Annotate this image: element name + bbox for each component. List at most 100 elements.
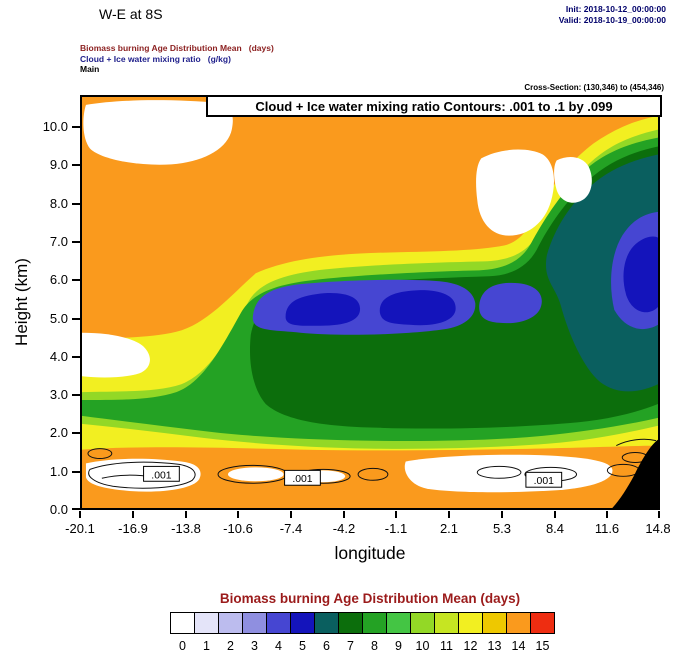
colorbar-tick-label: 1 [203, 639, 210, 653]
x-tick-label: -20.1 [65, 521, 95, 536]
y-tick-mark [72, 432, 80, 434]
colorbar-tick-label: 14 [511, 639, 526, 653]
cloud-contour [88, 461, 196, 489]
colorbar-tick-label: 12 [463, 639, 478, 653]
terrain-silhouette [612, 439, 658, 508]
region-navy-cores [285, 290, 456, 326]
colorbar-cell [386, 612, 411, 634]
y-tick-label: 8.0 [49, 196, 68, 211]
x-tick-mark [606, 511, 608, 518]
colorbar-cell [530, 612, 555, 634]
colorbar-cell [458, 612, 483, 634]
y-tick-mark [72, 241, 80, 243]
x-tick-label: -4.2 [332, 521, 356, 536]
cloud-contour [616, 438, 657, 447]
contour-label-box [525, 471, 563, 488]
region-white-right-small [554, 157, 592, 203]
contour-label: .001 [534, 476, 554, 487]
x-tick-label: -10.6 [223, 521, 253, 536]
colorbar-tick-label: 7 [347, 639, 354, 653]
region-white-bl-east [404, 454, 613, 493]
contour-label: .001 [292, 474, 312, 485]
colorbar-tick-label: 0 [179, 639, 186, 653]
y-tick-mark [72, 508, 80, 510]
y-tick-mark [72, 126, 80, 128]
region-teal [545, 154, 658, 392]
contour-label: .001 [151, 470, 171, 481]
region-white-bl-pocket-1 [227, 467, 284, 482]
colorbar-tick-label: 3 [251, 639, 258, 653]
contour-label-group: .001 .001 .001 [143, 465, 563, 488]
colorbar-cell [170, 612, 195, 634]
region-navy-east [623, 236, 658, 313]
colorbar-ticks: 0 1 2 3 4 5 6 7 8 9 10 11 12 13 14 15 [170, 639, 555, 653]
colorbar-tick-label: 6 [323, 639, 330, 653]
y-tick-label: 1.0 [49, 464, 68, 479]
x-tick-mark [343, 511, 345, 518]
colorbar-cell [290, 612, 315, 634]
init-time: Init: 2018-10-12_00:00:00 [565, 4, 666, 14]
field-label-domain: Main [80, 64, 100, 74]
colorbar-tick-label: 4 [275, 639, 282, 653]
contour-info-banner: Cloud + Ice water mixing ratio Contours:… [206, 95, 662, 117]
x-tick-mark [501, 511, 503, 518]
colorbar-cell [218, 612, 243, 634]
filled-contour-field: .001 .001 .001 [82, 97, 658, 508]
x-tick-label: -13.8 [171, 521, 201, 536]
x-tick-label: 8.4 [545, 521, 565, 536]
x-axis-label: longitude [334, 543, 406, 563]
page-title: W-E at 8S [99, 6, 163, 22]
cross-section-plot: .001 .001 .001 Cloud + Ice water mixing … [80, 95, 662, 510]
y-tick-label: 4.0 [49, 349, 68, 364]
y-tick-mark [72, 356, 80, 358]
colorbar-tick-label: 13 [487, 639, 502, 653]
field-label-contour: Cloud + Ice water mixing ratio (g/kg) [80, 53, 231, 64]
contour-label-box [143, 465, 180, 482]
colorbar-cell [434, 612, 459, 634]
x-tick-label: -16.9 [118, 521, 148, 536]
y-tick-mark [72, 203, 80, 205]
y-tick-label: 10.0 [42, 119, 68, 134]
x-tick-mark [185, 511, 187, 518]
x-tick-mark [290, 511, 292, 518]
colorbar-cell [194, 612, 219, 634]
init-valid-block: Init: 2018-10-12_00:00:00 Valid: 2018-10… [559, 4, 666, 26]
x-tick-mark [132, 511, 134, 518]
colorbar [170, 612, 555, 634]
x-tick-mark [79, 511, 81, 518]
cloud-contour [476, 465, 522, 479]
colorbar-tick-label: 15 [535, 639, 550, 653]
cloud-contour [357, 467, 389, 481]
y-axis-label: Height (km) [12, 258, 31, 346]
colorbar-cell [314, 612, 339, 634]
colorbar-cell [482, 612, 507, 634]
colorbar-tick-label: 11 [440, 639, 453, 653]
x-tick-label: 11.6 [594, 521, 620, 536]
y-tick-label: 3.0 [49, 387, 68, 402]
y-tick-mark [72, 318, 80, 320]
y-tick-mark [72, 471, 80, 473]
region-blue-core-east [479, 282, 542, 324]
colorbar-tick-label: 5 [299, 639, 306, 653]
colorbar-tick-label: 9 [395, 639, 402, 653]
x-tick-label: -1.1 [384, 521, 408, 536]
x-tick-label: 14.8 [645, 521, 671, 536]
y-tick-label: 2.0 [49, 425, 68, 440]
y-tick-label: 7.0 [49, 234, 68, 249]
contour-label-box [284, 469, 321, 486]
colorbar-tick-label: 2 [227, 639, 234, 653]
x-tick-label: -7.4 [279, 521, 303, 536]
region-white-right-center [476, 149, 554, 236]
x-tick-mark [448, 511, 450, 518]
colorbar-cell [338, 612, 363, 634]
colorbar-cell [506, 612, 531, 634]
x-tick-mark [395, 511, 397, 518]
x-tick-mark [658, 511, 660, 518]
y-tick-label: 0.0 [49, 502, 68, 517]
field-labels: Biomass burning Age Distribution Mean (d… [80, 43, 274, 75]
valid-time: Valid: 2018-10-19_00:00:00 [558, 15, 666, 25]
region-white-left-mid [82, 332, 150, 378]
colorbar-tick-label: 10 [415, 639, 430, 653]
x-tick-label: 5.3 [492, 521, 512, 536]
y-tick-label: 5.0 [49, 311, 68, 326]
